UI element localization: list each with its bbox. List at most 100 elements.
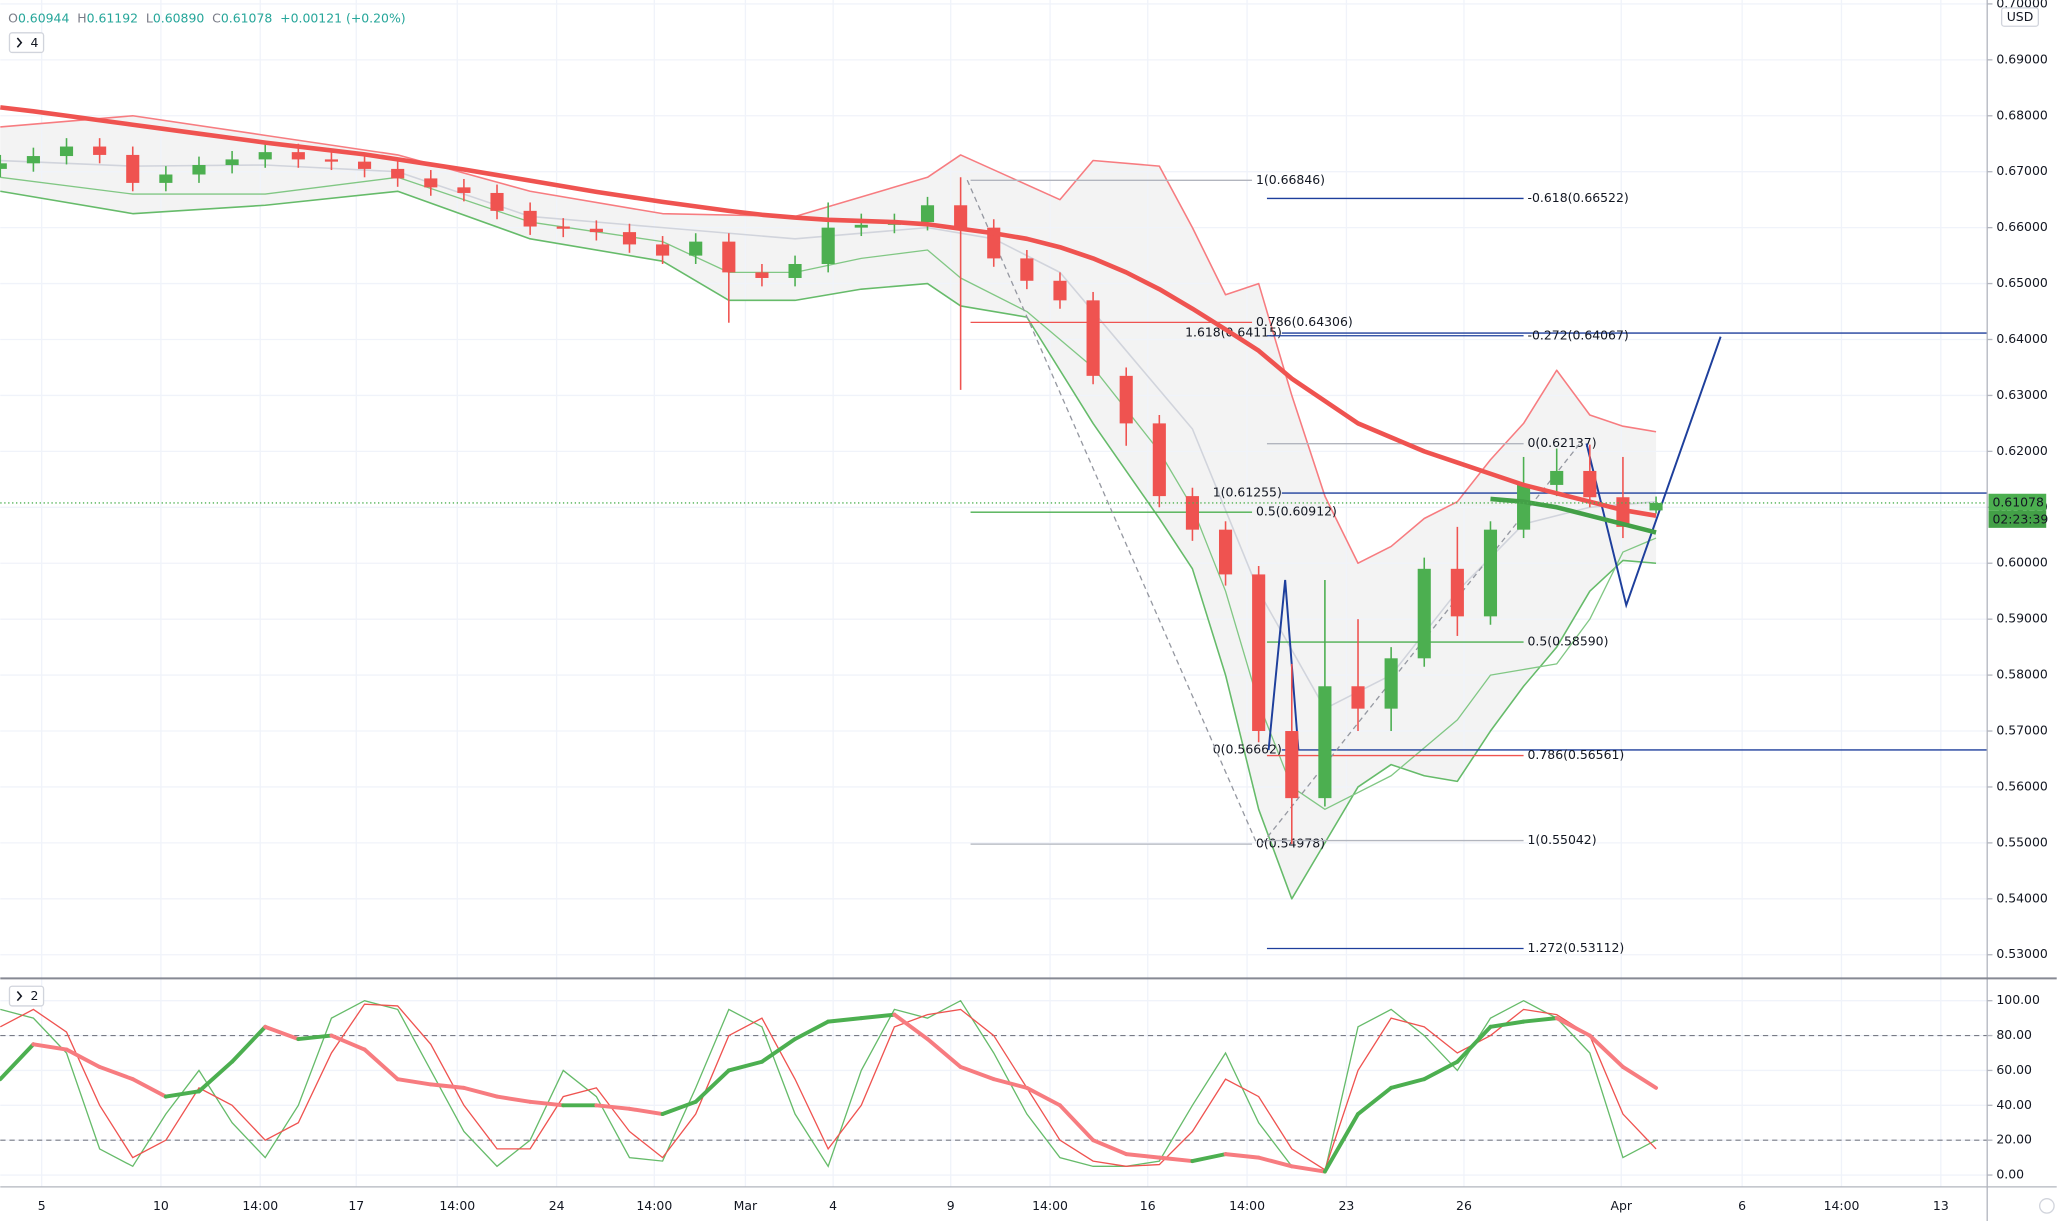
oscillator-segment: [97, 1064, 135, 1082]
x-tick-label: 13: [1933, 1198, 1949, 1213]
ohlc-value: 0.61192: [87, 10, 138, 25]
candle-body: [1252, 574, 1266, 732]
oscillator-segment: [594, 1103, 632, 1111]
chevron-icon: [16, 990, 23, 1002]
oscillator-line: [0, 1003, 1657, 1171]
y-tick-label: 0.60000: [1996, 555, 2048, 570]
trend-line: [1267, 579, 1300, 751]
oscillator-segment: [1488, 1019, 1526, 1029]
candle-body: [1086, 300, 1100, 376]
candle-body: [258, 152, 272, 160]
candle-body: [1318, 686, 1332, 799]
x-tick-label: 24: [549, 1198, 565, 1213]
auto-scale-button[interactable]: [2039, 1198, 2055, 1214]
fib-label: -0.272(0.64067): [1528, 327, 1629, 342]
candle-body: [324, 159, 338, 162]
oscillator-line: [0, 999, 1657, 1173]
oscillator-segment: [428, 1082, 466, 1090]
x-tick-label: 14:00: [439, 1198, 475, 1213]
oscillator-segment: [64, 1047, 102, 1069]
candle-body: [854, 224, 868, 228]
oscillator-segment: [1356, 1085, 1394, 1116]
band-fill: [0, 115, 1657, 899]
oscillator-segment: [31, 1042, 69, 1052]
trend-line: [966, 179, 1258, 845]
y-tick-label: 40.00: [1996, 1097, 2032, 1112]
indicator-line: [0, 114, 1657, 565]
fib-label: 1.272(0.53112): [1528, 940, 1625, 955]
oscillator-segment: [1024, 1085, 1062, 1108]
x-tick-label: 14:00: [1824, 1198, 1860, 1213]
oscillator-segment: [826, 1016, 864, 1024]
y-tick-label: 0.56000: [1996, 778, 2048, 793]
fib-label: 0.5(0.58590): [1528, 634, 1609, 649]
y-tick-label: 80.00: [1996, 1027, 2032, 1042]
oscillator-segment: [1157, 1155, 1195, 1164]
oscillator-segment: [1322, 1112, 1360, 1174]
fib-label: -0.618(0.66522): [1528, 190, 1629, 205]
fib-label: 0(0.56662): [1213, 741, 1282, 756]
fib-label: 1(0.66846): [1256, 172, 1325, 187]
oscillator-segment: [1521, 1016, 1559, 1024]
candle-body: [457, 187, 471, 193]
candle-body: [556, 226, 570, 229]
pane-toggle[interactable]: [8, 32, 45, 54]
oscillator-segment: [296, 1033, 334, 1042]
candle-body: [192, 164, 206, 175]
candle-body: [1649, 502, 1663, 511]
chevron-icon: [16, 37, 23, 48]
candle-body: [357, 161, 372, 169]
plot-background: [0, 115, 1657, 899]
x-tick-label: 16: [1140, 1198, 1156, 1213]
candle-body: [622, 232, 637, 245]
ohlc-key: H: [77, 10, 86, 25]
countdown-tag: [1988, 510, 2047, 528]
fib-label: 0(0.54978): [1256, 836, 1325, 851]
y-tick-label: 0.00: [1996, 1167, 2024, 1182]
candle-body: [291, 152, 305, 160]
indicator-line: [1490, 496, 1657, 535]
oscillator-segment: [627, 1106, 665, 1116]
candle-body: [589, 228, 603, 233]
pane-toggle[interactable]: [8, 985, 45, 1007]
candle-body: [1583, 470, 1597, 498]
ohlc-key: O: [8, 10, 18, 25]
candle-body: [1218, 529, 1233, 575]
oscillator-segment: [991, 1077, 1029, 1090]
oscillator-segment: [726, 1059, 764, 1073]
candle-body: [1053, 280, 1067, 301]
candle-body: [0, 163, 7, 169]
oscillator-segment: [395, 1077, 433, 1087]
candle-body: [93, 146, 107, 155]
oscillator-segment: [362, 1047, 400, 1082]
oscillator-segment: [793, 1019, 831, 1042]
ohlc-key: C: [212, 10, 221, 25]
ohlc-value: 0.60890: [153, 10, 205, 25]
y-tick-label: 0.58000: [1996, 667, 2048, 682]
candle-body: [1550, 470, 1564, 485]
y-tick-label: 0.63000: [1996, 387, 2048, 402]
currency-box[interactable]: [2000, 7, 2040, 27]
indicator-count: 4: [30, 35, 38, 50]
candle-body: [1417, 568, 1431, 659]
oscillator-segment: [1389, 1077, 1427, 1090]
candle-body: [821, 227, 835, 264]
y-tick-label: 0.69000: [1996, 51, 2048, 66]
candle-body: [126, 154, 140, 183]
y-tick-label: 100.00: [1996, 992, 2040, 1007]
x-tick-label: 9: [947, 1198, 955, 1213]
oscillator-segment: [892, 1012, 930, 1042]
y-tick-label: 0.67000: [1996, 163, 2048, 178]
fib-label: 0.786(0.56561): [1528, 747, 1625, 762]
candle-body: [26, 156, 40, 164]
x-tick-label: 14:00: [1032, 1198, 1068, 1213]
x-tick-label: Mar: [734, 1198, 758, 1213]
oscillator-segment: [230, 1024, 268, 1064]
x-tick-label: 23: [1339, 1198, 1355, 1213]
y-tick-label: 0.68000: [1996, 107, 2048, 122]
oscillator-segment: [1124, 1152, 1162, 1160]
candle-body: [954, 205, 968, 228]
oscillator-segment: [329, 1033, 367, 1052]
indicator-count: 2: [30, 988, 38, 1003]
